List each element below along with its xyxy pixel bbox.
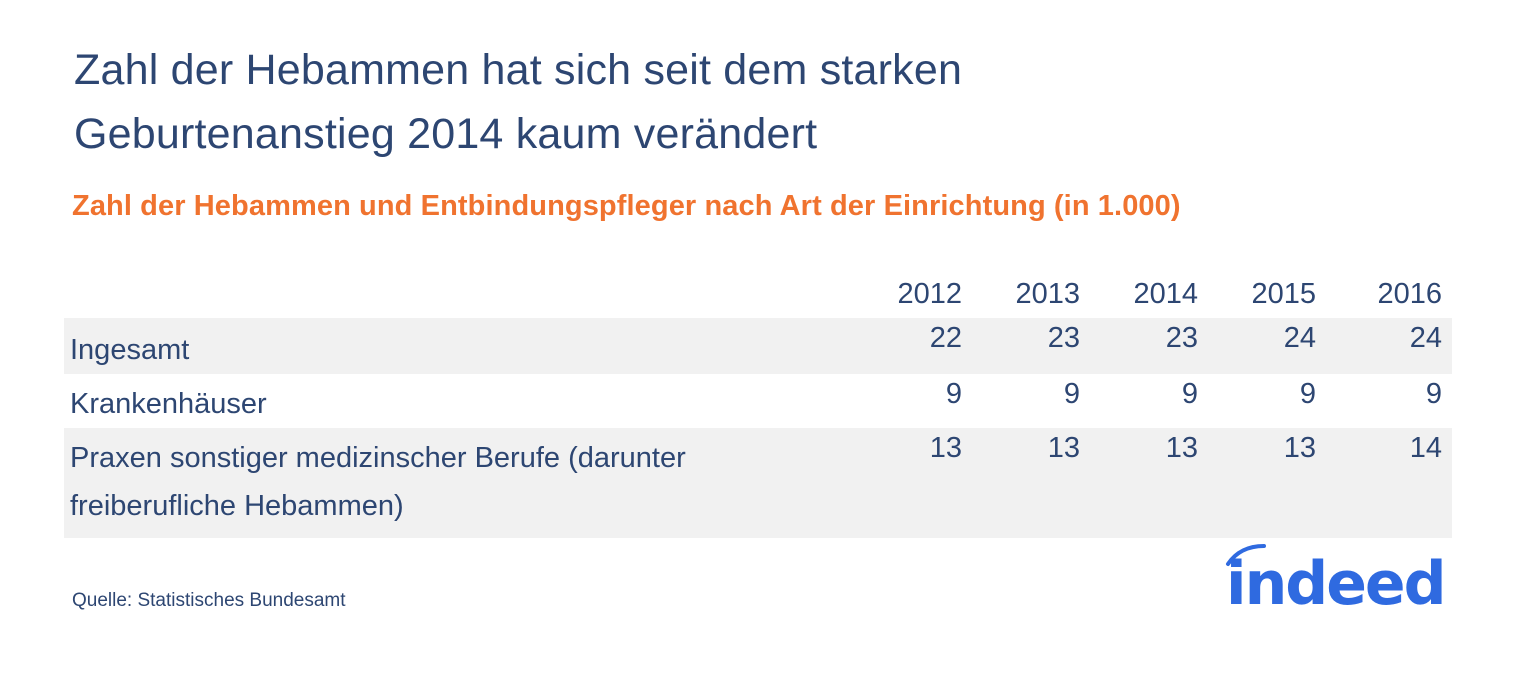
- column-header-2016: 2016: [1377, 277, 1442, 310]
- row-label: Praxen sonstiger medizinscher Berufe (da…: [64, 428, 854, 538]
- table-cell: 13: [1208, 428, 1326, 538]
- table-header-row: 2012 2013 2014 2015 2016: [64, 266, 1452, 318]
- source-note: Quelle: Statistisches Bundesamt: [72, 590, 346, 611]
- column-header-2012: 2012: [897, 277, 962, 310]
- chart-title-line-1: Zahl der Hebammen hat sich seit dem star…: [74, 46, 963, 94]
- table-cell: 9: [1181, 378, 1198, 410]
- chart-title: Zahl der Hebammen hat sich seit dem star…: [74, 38, 1274, 166]
- indeed-logo-icon: indeed: [1226, 544, 1447, 612]
- table-cell: 13: [854, 428, 972, 538]
- svg-text:indeed: indeed: [1226, 549, 1445, 612]
- column-header-2015: 2015: [1251, 277, 1316, 310]
- table-cell: 24: [1326, 318, 1452, 374]
- table-row: Ingesamt 22 23 23 24 24: [64, 318, 1452, 374]
- table-cell: 24: [1208, 318, 1326, 374]
- table-cell: 13: [972, 428, 1090, 538]
- table-cell: 13: [1090, 428, 1208, 538]
- table-cell: 9: [1063, 378, 1080, 410]
- table-cell: 23: [1090, 318, 1208, 374]
- table-cell: 9: [1425, 378, 1442, 410]
- table-cell: 14: [1326, 428, 1452, 538]
- column-header-label: [64, 266, 854, 318]
- column-header-2013: 2013: [1015, 277, 1080, 310]
- table-cell: 9: [945, 378, 962, 410]
- row-label: Ingesamt: [64, 318, 854, 374]
- table-cell: 9: [1299, 378, 1316, 410]
- table-cell: 22: [854, 318, 972, 374]
- column-header-2014: 2014: [1133, 277, 1198, 310]
- row-label: Krankenhäuser: [70, 388, 267, 420]
- chart-title-line-2: Geburtenanstieg 2014 kaum verändert: [74, 110, 818, 158]
- data-table: 2012 2013 2014 2015 2016 Ingesamt 22 23 …: [64, 266, 1452, 538]
- chart-subtitle: Zahl der Hebammen und Entbindungspfleger…: [72, 190, 1181, 222]
- table-row: Krankenhäuser 9 9 9 9 9: [64, 374, 1452, 428]
- table-cell: 23: [972, 318, 1090, 374]
- table-row: Praxen sonstiger medizinscher Berufe (da…: [64, 428, 1452, 538]
